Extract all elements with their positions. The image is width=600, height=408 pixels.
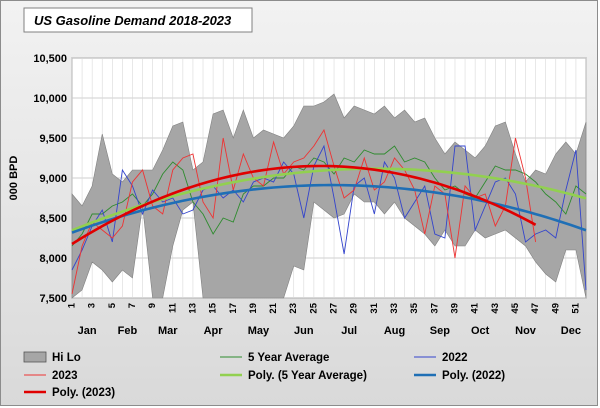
x-tick-label: 5 [107, 302, 118, 308]
y-tick-label: 9,500 [39, 133, 67, 145]
y-tick-label: 8,000 [39, 253, 67, 265]
month-label: Jan [78, 325, 97, 337]
month-label: Sep [430, 325, 450, 337]
legend-label: Poly. (2022) [442, 370, 505, 382]
x-tick-label: 43 [490, 303, 501, 314]
y-tick-label: 10,000 [33, 93, 67, 105]
legend-label: Poly. (2023) [52, 387, 115, 399]
x-tick-label: 21 [268, 302, 279, 313]
month-label: May [248, 325, 270, 337]
month-label: Jun [294, 325, 314, 337]
month-label: Mar [158, 325, 178, 337]
trendline-2023 [71, 164, 537, 246]
legend-label: 2022 [442, 352, 468, 364]
x-tick-label: 7 [127, 303, 138, 308]
series-layer [71, 93, 587, 299]
x-tick-label: 17 [228, 303, 239, 314]
x-tick-label: 27 [329, 303, 340, 314]
legend-label: 5 Year Average [248, 352, 329, 364]
x-tick-label: 51 [570, 302, 581, 313]
x-tick-label: 31 [369, 302, 380, 313]
x-tick-label: 3 [87, 303, 98, 308]
hilo-band [71, 93, 587, 299]
x-tick-label: 1 [67, 302, 78, 308]
x-tick-label: 11 [167, 302, 178, 313]
x-tick-label: 39 [449, 303, 460, 314]
legend-label: Hi Lo [52, 352, 81, 364]
month-label: Apr [204, 325, 224, 337]
trendline-2022 [71, 183, 587, 234]
x-tick-label: 29 [349, 303, 360, 314]
x-tick-label: 45 [510, 302, 521, 313]
x-tick-label: 25 [308, 302, 319, 313]
month-label: Jul [341, 325, 357, 337]
series-line-5-year-average [71, 145, 587, 247]
month-label: Feb [118, 325, 138, 337]
x-tick-label: 33 [389, 303, 400, 314]
x-tick-label: 41 [470, 302, 481, 313]
month-label: Oct [471, 325, 490, 337]
month-label: Aug [384, 325, 405, 337]
x-tick-label: 13 [187, 303, 198, 314]
x-tick-label: 23 [288, 303, 299, 314]
month-label: Nov [515, 325, 537, 337]
x-tick-label: 9 [147, 303, 158, 308]
legend-label: 2023 [52, 370, 78, 382]
x-tick-label: 35 [409, 302, 420, 313]
legend: Hi Lo 5 Year Average 2022 2023 Poly. (5 Year… [23, 351, 505, 399]
x-tick-label: 19 [248, 303, 259, 314]
title-background [23, 7, 253, 33]
x-tick-label: 37 [429, 303, 440, 314]
y-tick-label: 10,500 [33, 53, 67, 65]
title-box: US Gasoline Demand 2018-2023 [23, 7, 253, 33]
chart-title: US Gasoline Demand 2018-2023 [34, 13, 232, 28]
x-tick-label: 15 [208, 302, 219, 313]
x-tick-label: 49 [550, 303, 561, 314]
y-tick-label: 8,500 [39, 213, 67, 225]
legend-label: Poly. (5 Year Average) [248, 370, 367, 382]
month-label: Dec [561, 325, 581, 337]
x-tick-label: 47 [530, 303, 541, 314]
y-tick-label: 9,000 [39, 173, 67, 185]
series-line-2023 [71, 128, 537, 295]
y-tick-label: 7,500 [39, 293, 67, 305]
y-axis-label: 000 BPD [8, 156, 20, 201]
legend-swatch [23, 351, 47, 363]
